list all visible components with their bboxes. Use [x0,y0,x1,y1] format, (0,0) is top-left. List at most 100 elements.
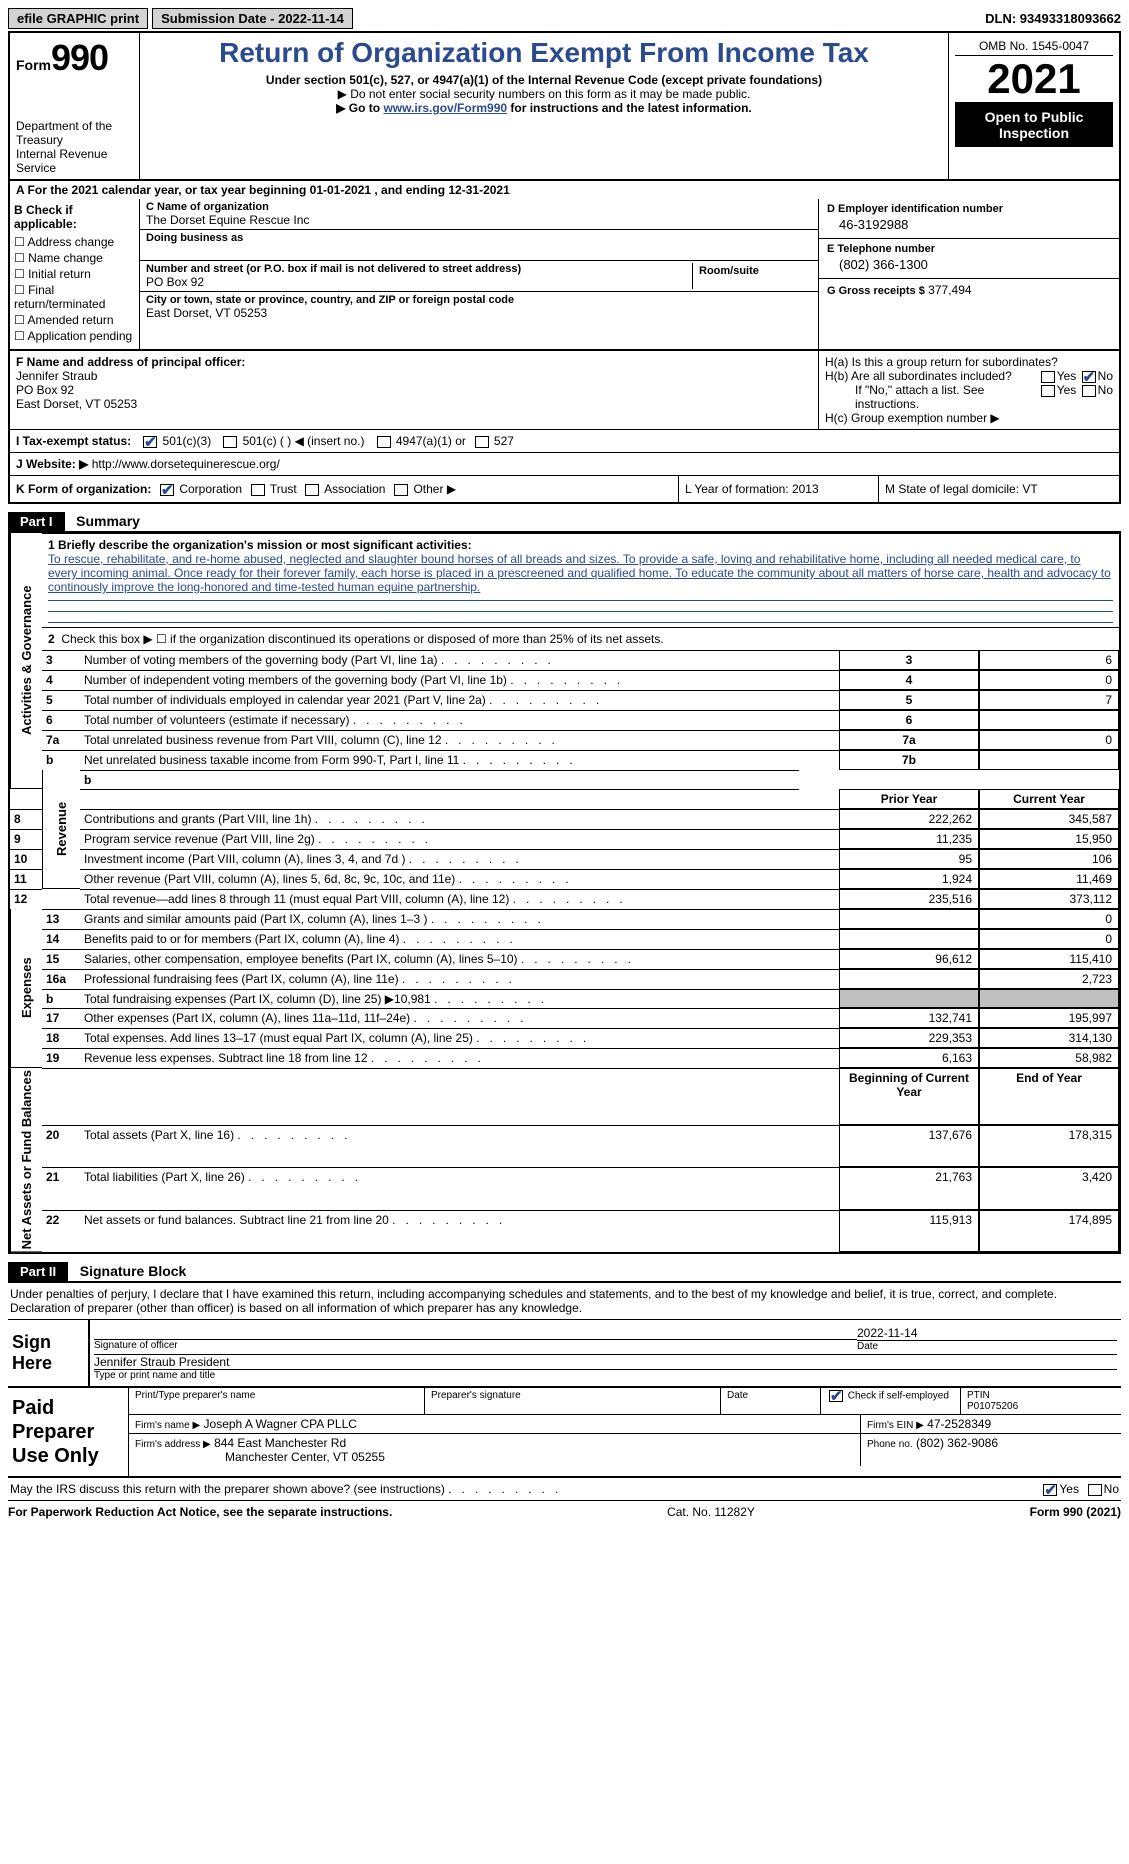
ha-yes[interactable] [1041,371,1055,383]
irs-link[interactable]: www.irs.gov/Form990 [383,101,507,115]
k-form-org: K Form of organization: Corporation Trus… [10,476,679,502]
chk-self-employed[interactable] [829,1390,843,1402]
form-word: Form [16,57,51,73]
revdesc-9: Program service revenue (Part VIII, line… [80,829,839,849]
neteoy-22: 174,895 [979,1210,1119,1253]
expnum-13: 13 [42,909,80,929]
chk-corp[interactable] [160,484,174,496]
line1-mission: 1 Briefly describe the organization's mi… [42,533,1119,627]
irs-label: Internal Revenue Service [16,147,133,175]
may-irs-yes[interactable] [1043,1484,1057,1496]
prep-ptin-cell: PTIN P01075206 [961,1388,1121,1414]
revprior-12: 235,516 [839,889,979,909]
dln-label: DLN: 93493318093662 [985,11,1121,26]
goto-pre: ▶ Go to [336,101,383,115]
opt-assoc: Association [324,482,385,496]
gross-label: G Gross receipts $ [827,285,925,297]
l-year-formation: L Year of formation: 2013 [679,476,879,502]
govval-7a: 0 [979,730,1119,750]
line2-checkbox: 2 Check this box ▶ ☐ if the organization… [42,627,1119,650]
preparer-fields: Print/Type preparer's name Preparer's si… [128,1388,1121,1476]
govnum-b: b [42,750,80,770]
expnum-b: b [42,989,80,1008]
ptin-value: P01075206 [967,1401,1115,1412]
hb-yes[interactable] [1041,385,1055,397]
chk-4947[interactable] [377,436,391,448]
principal-officer: F Name and address of principal officer:… [10,351,819,429]
netnum-21: 21 [42,1167,80,1210]
submission-date-button[interactable]: Submission Date - 2022-11-14 [152,8,353,29]
chk-527[interactable] [475,436,489,448]
col-c-org-info: C Name of organization The Dorset Equine… [140,199,819,349]
street-value: PO Box 92 [146,275,692,289]
prep-date-hdr: Date [721,1388,821,1414]
expnum-17: 17 [42,1008,80,1028]
govnum-4: 4 [42,670,80,690]
chk-address-change[interactable]: Address change [14,235,135,249]
chk-name-change[interactable]: Name change [14,251,135,265]
chk-final-return[interactable]: Final return/terminated [14,283,135,311]
govval-5: 7 [979,690,1119,710]
sign-fields: Signature of officer 2022-11-14 Date Jen… [88,1320,1121,1386]
row-klm: K Form of organization: Corporation Trus… [8,476,1121,504]
govbox-b: 7b [839,750,979,770]
revnum-10: 10 [10,849,42,869]
firm-addr-label: Firm's address ▶ [135,1439,211,1450]
side-expenses: Expenses [10,909,42,1068]
govval-3: 6 [979,650,1119,670]
chk-assoc[interactable] [305,484,319,496]
expdesc-19: Revenue less expenses. Subtract line 18 … [80,1048,839,1068]
may-irs-no[interactable] [1088,1484,1102,1496]
city-value: East Dorset, VT 05253 [146,306,812,320]
expcurr-13: 0 [979,909,1119,929]
page-footer: For Paperwork Reduction Act Notice, see … [8,1501,1121,1523]
ptin-hdr: PTIN [967,1390,1115,1401]
officer-name-label: Type or print name and title [94,1370,1117,1381]
i-label: I Tax-exempt status: [16,434,131,448]
form-number: 990 [51,37,108,78]
firm-addr2: Manchester Center, VT 05255 [135,1450,385,1464]
firm-phone: (802) 362-9086 [916,1436,998,1450]
efile-print-button[interactable]: efile GRAPHIC print [8,8,148,29]
chk-other[interactable] [394,484,408,496]
expdesc-17: Other expenses (Part IX, column (A), lin… [80,1008,839,1028]
sig-date-label: Date [857,1341,1117,1352]
govbox-4: 4 [839,670,979,690]
expdesc-15: Salaries, other compensation, employee b… [80,949,839,969]
govnum-3: 3 [42,650,80,670]
row-a-tax-year: A For the 2021 calendar year, or tax yea… [8,181,1121,199]
chk-trust[interactable] [251,484,265,496]
govnum-7a: 7a [42,730,80,750]
firm-phone-label: Phone no. [867,1439,913,1450]
part2-header-line: Part II Signature Block [8,1262,1121,1283]
chk-501c3[interactable] [143,436,157,448]
firm-addr1: 844 East Manchester Rd [214,1436,346,1450]
revcurr-10: 106 [979,849,1119,869]
chk-initial-return[interactable]: Initial return [14,267,135,281]
chk-application-pending[interactable]: Application pending [14,329,135,343]
ha-no[interactable] [1082,371,1096,383]
ha-label: H(a) Is this a group return for subordin… [825,355,1058,369]
revprior-10: 95 [839,849,979,869]
website-url[interactable]: http://www.dorsetequinerescue.org/ [92,457,280,471]
chk-501c[interactable] [223,436,237,448]
chk-amended-return[interactable]: Amended return [14,313,135,327]
row-f-h: F Name and address of principal officer:… [8,351,1121,430]
netboy-21: 21,763 [839,1167,979,1210]
govdesc-b: Net unrelated business taxable income fr… [80,750,839,770]
may-irs-row: May the IRS discuss this return with the… [8,1478,1121,1501]
opt-other: Other ▶ [413,482,456,496]
summary-table: Activities & Governance1 Briefly describ… [8,533,1121,1254]
hb-no[interactable] [1082,385,1096,397]
row-j-website: J Website: ▶ http://www.dorsetequineresc… [8,453,1121,476]
open-public-badge: Open to Public Inspection [955,103,1113,147]
expprior-13 [839,909,979,929]
revnum-11: 11 [10,869,42,889]
prep-name-hdr: Print/Type preparer's name [129,1388,425,1414]
expprior-19: 6,163 [839,1048,979,1068]
header-right: OMB No. 1545-0047 2021 Open to Public In… [949,33,1119,179]
netboy-20: 137,676 [839,1125,979,1168]
net-blank-n [42,1068,80,1125]
row-i-tax-exempt: I Tax-exempt status: 501(c)(3) 501(c) ( … [8,430,1121,453]
expnum-15: 15 [42,949,80,969]
